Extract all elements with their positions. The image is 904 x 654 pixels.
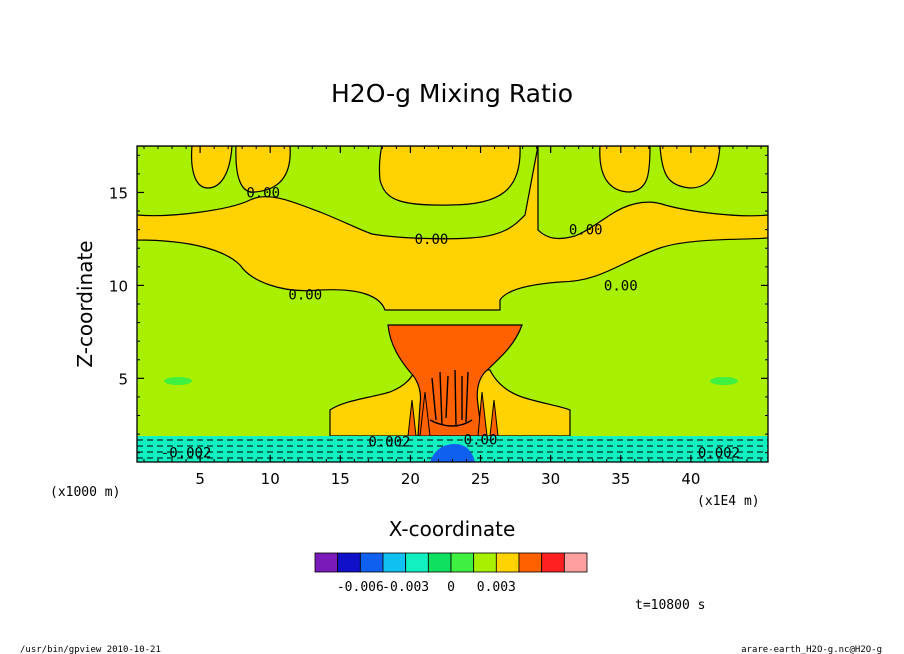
contour-label: 0.002 <box>698 446 740 462</box>
colorbar-swatch <box>359 552 384 573</box>
contour-pocket-right <box>537 146 768 240</box>
x-unit-label: (x1E4 m) <box>697 494 760 509</box>
x-tick-label: 35 <box>611 470 630 488</box>
colorbar-swatch <box>405 552 429 573</box>
plot-field <box>137 146 768 462</box>
contour-label: 0.002 <box>368 435 410 451</box>
colorbar-swatch <box>473 552 497 573</box>
x-tick-label: 30 <box>541 470 560 488</box>
y-tick-label: 10 <box>109 277 128 295</box>
colorbar-tick-label: -0.003 <box>382 580 429 595</box>
footer-right: arare-earth_H2O-g.nc@H2O-g <box>741 645 882 654</box>
colorbar-swatch <box>427 552 452 573</box>
y-tick-label: 5 <box>118 370 128 388</box>
colorbar: -0.006-0.003 0 0.003 <box>314 552 588 595</box>
contour-labels: 0.00 0.00 0.00 0.00 0.00 -0.002 0.002 0.00 0.002 <box>161 185 740 461</box>
contour-label: -0.002 <box>161 446 212 462</box>
colorbar-swatch <box>314 552 339 573</box>
colorbar-tick-label: -0.006 <box>337 580 384 595</box>
contour-label: 0.00 <box>288 288 322 304</box>
contour-label: 0.00 <box>569 223 603 239</box>
y-axis-label: Z-coordinate <box>73 240 97 367</box>
time-label: t=10800 s <box>635 598 705 613</box>
eddy-left <box>164 377 192 385</box>
colorbar-tick-label: 0.003 <box>477 580 516 595</box>
x-tick-label: 40 <box>681 470 700 488</box>
x-tick-label: 20 <box>401 470 420 488</box>
x-tick-label: 15 <box>331 470 350 488</box>
x-tick-label: 10 <box>261 470 280 488</box>
boundary-blue-core <box>430 444 475 462</box>
footer-left: /usr/bin/gpview 2010-10-21 <box>20 645 161 654</box>
colorbar-tick-label: 0 <box>447 580 455 595</box>
colorbar-swatch <box>541 552 565 573</box>
chart-title: H2O-g Mixing Ratio <box>331 79 573 108</box>
plume-base-spikes <box>407 391 499 437</box>
colorbar-swatch <box>563 552 588 573</box>
contour-label: 0.00 <box>464 433 498 449</box>
x-axis-label: X-coordinate <box>389 517 516 541</box>
x-tick-label: 25 <box>471 470 490 488</box>
colorbar-swatch <box>495 552 520 573</box>
colorbar-swatch <box>337 552 361 573</box>
eddy-right <box>710 377 738 385</box>
colorbar-swatch <box>518 552 543 573</box>
contour-label: 0.00 <box>246 185 280 201</box>
axis-ticks: 5 10 15 20 25 30 35 40 5 10 15 <box>109 146 768 488</box>
y-unit-label: (x1000 m) <box>50 485 120 500</box>
y-tick-label: 15 <box>109 184 128 202</box>
contour-label: 0.00 <box>604 278 638 294</box>
colorbar-swatch <box>382 552 407 573</box>
contour-label: 0.00 <box>415 232 449 248</box>
plume-core-contours <box>429 369 473 427</box>
colorbar-swatch <box>450 552 475 573</box>
x-tick-label: 5 <box>195 470 205 488</box>
